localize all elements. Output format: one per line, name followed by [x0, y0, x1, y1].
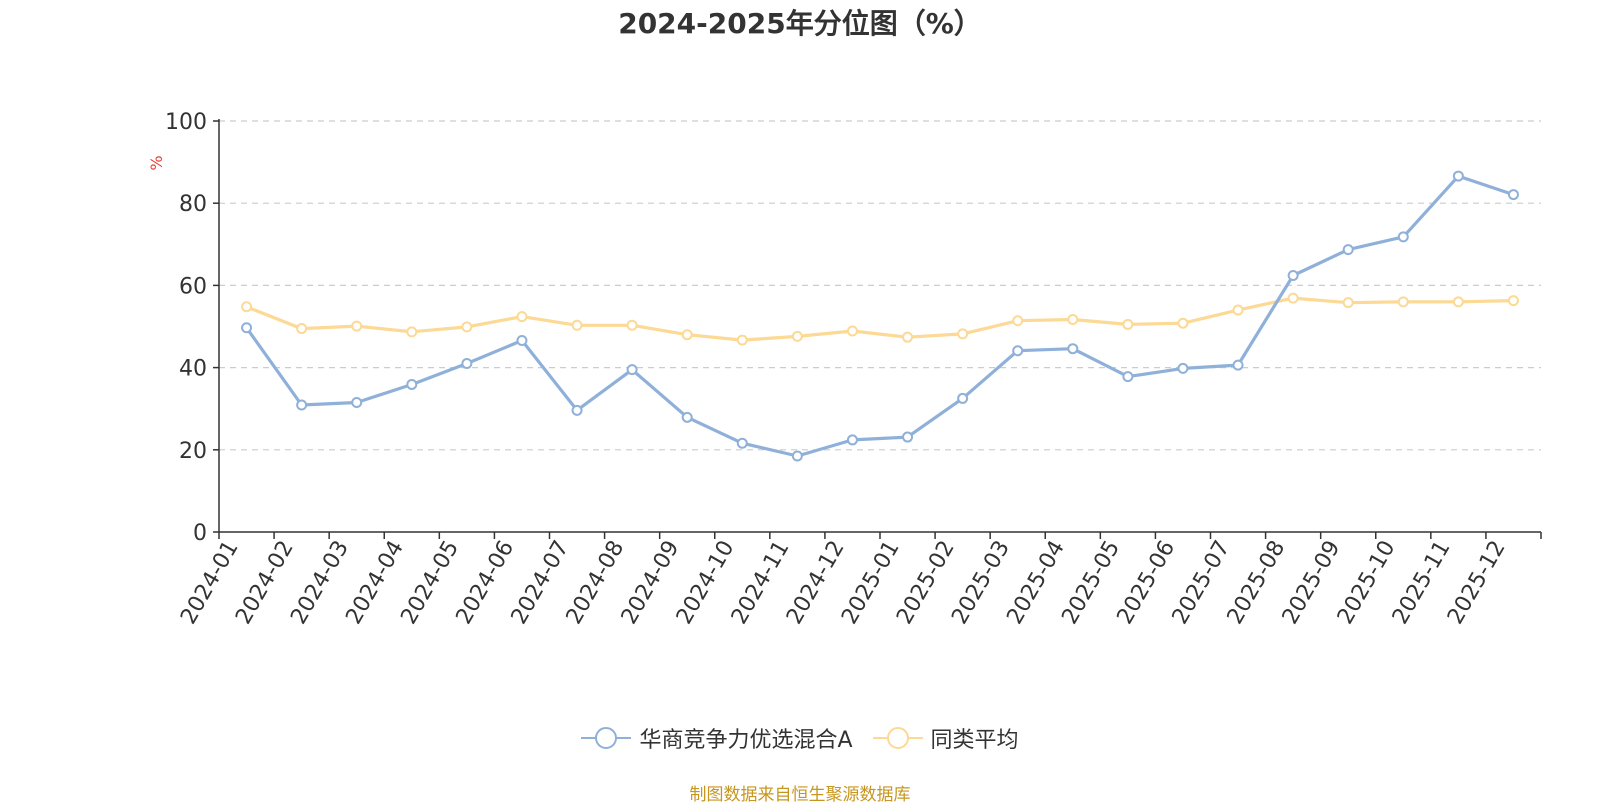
point-fund-2025-06	[1177, 362, 1189, 374]
point-category-average-2024-08	[626, 319, 638, 331]
point-category-average-2025-06	[1177, 317, 1189, 329]
point-fund-2024-08	[626, 364, 638, 376]
point-fund-2025-02	[957, 392, 969, 404]
legend-symbol-category-average	[872, 727, 923, 749]
point-category-average-2024-10	[736, 334, 748, 346]
legend-label-category-average: 同类平均	[930, 728, 1019, 753]
point-fund-2024-01	[241, 322, 253, 334]
point-category-average-2025-02	[957, 328, 969, 340]
grid-lines	[219, 120, 1541, 451]
point-category-average-2025-11	[1452, 296, 1464, 308]
series-line-category-average	[244, 296, 1516, 342]
point-fund-2024-04	[406, 378, 418, 390]
point-fund-2025-05	[1122, 371, 1134, 383]
point-category-average-2024-02	[296, 323, 308, 335]
y-tick-label-0: 0	[193, 521, 207, 546]
point-fund-2025-12	[1507, 189, 1519, 201]
y-tick-label-100: 100	[165, 110, 207, 135]
point-fund-2025-11	[1452, 170, 1464, 182]
point-fund-2024-11	[791, 450, 803, 462]
point-category-average-2024-11	[791, 330, 803, 342]
point-category-average-2024-01	[241, 301, 253, 313]
y-tick-label-60: 60	[179, 274, 207, 299]
legend-item-category-average[interactable]: 同类平均	[872, 722, 1019, 754]
series-points	[241, 170, 1519, 462]
y-axis-label: %	[147, 155, 166, 170]
point-category-average-2025-12	[1507, 295, 1519, 307]
point-category-average-2024-06	[516, 311, 528, 323]
source-note: 制图数据来自恒生聚源数据库	[689, 785, 911, 805]
legend-symbol-fund	[581, 727, 632, 749]
point-fund-2024-06	[516, 334, 528, 346]
series-line-fund	[244, 174, 1516, 458]
point-fund-2025-09	[1342, 244, 1354, 256]
point-category-average-2024-03	[351, 320, 363, 332]
point-fund-2024-09	[681, 411, 693, 423]
point-category-average-2025-05	[1122, 318, 1134, 330]
point-fund-2024-10	[736, 437, 748, 449]
chart-title: 2024-2025年分位图（%）	[618, 7, 982, 40]
point-fund-2024-12	[846, 434, 858, 446]
y-tick-label-20: 20	[179, 439, 207, 464]
legend-label-fund: 华商竞争力优选混合A	[639, 728, 853, 753]
point-fund-2024-02	[296, 399, 308, 411]
legend-item-fund[interactable]: 华商竞争力优选混合A	[581, 722, 853, 754]
point-category-average-2024-04	[406, 326, 418, 338]
point-fund-2025-08	[1287, 270, 1299, 282]
point-category-average-2024-12	[846, 325, 858, 337]
y-tick-label-40: 40	[179, 357, 207, 382]
point-category-average-2024-09	[681, 329, 693, 341]
point-category-average-2025-08	[1287, 292, 1299, 304]
point-category-average-2025-03	[1012, 315, 1024, 327]
point-category-average-2024-05	[461, 321, 473, 333]
axes: 020406080100%2024-012024-022024-032024-0…	[147, 110, 1542, 629]
point-category-average-2025-07	[1232, 304, 1244, 316]
point-category-average-2025-09	[1342, 297, 1354, 309]
series-lines	[244, 174, 1516, 458]
point-fund-2025-07	[1232, 359, 1244, 371]
point-category-average-2025-10	[1397, 296, 1409, 308]
point-category-average-2025-01	[902, 331, 914, 343]
point-fund-2024-05	[461, 357, 473, 369]
point-category-average-2025-04	[1067, 314, 1079, 326]
point-category-average-2024-07	[571, 319, 583, 331]
y-tick-label-80: 80	[179, 192, 207, 217]
point-fund-2025-04	[1067, 343, 1079, 355]
point-fund-2025-03	[1012, 345, 1024, 357]
point-fund-2024-03	[351, 397, 363, 409]
point-fund-2025-10	[1397, 231, 1409, 243]
point-fund-2024-07	[571, 404, 583, 416]
legend: 华商竞争力优选混合A 同类平均	[0, 722, 1600, 754]
point-fund-2025-01	[902, 431, 914, 443]
